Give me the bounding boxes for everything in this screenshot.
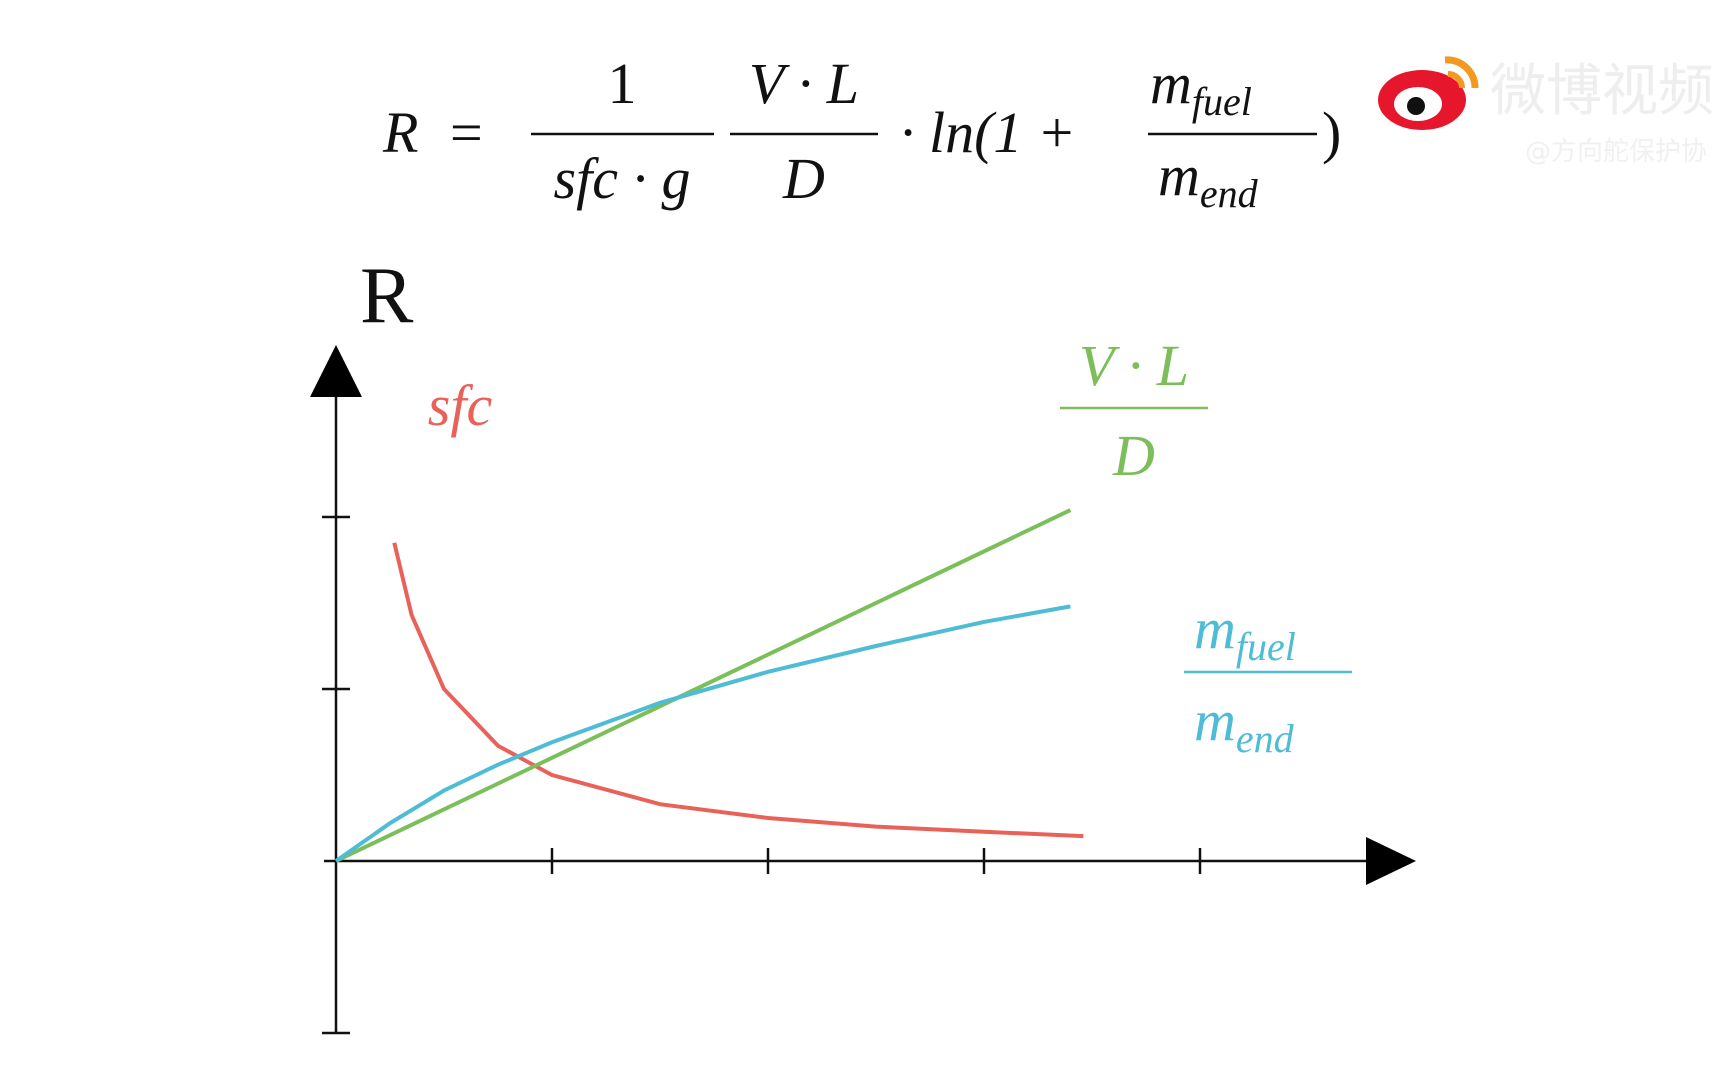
weibo-logo bbox=[1378, 56, 1479, 130]
label-text: mfuel bbox=[1194, 596, 1296, 669]
base: m bbox=[1158, 143, 1200, 208]
curve bbox=[392, 542, 1084, 839]
formula: R = 1 sfc · g V · L D · ln(1 + mfuel men… bbox=[382, 51, 1341, 216]
base: m bbox=[1194, 688, 1236, 753]
curve bbox=[335, 508, 1072, 863]
y-axis-arrow bbox=[310, 345, 362, 397]
y-axis-label: R bbox=[360, 252, 414, 340]
subscript: fuel bbox=[1192, 79, 1252, 124]
fraction-den: sfc · g bbox=[554, 146, 691, 211]
watermark-brand: 微博视频 bbox=[1490, 59, 1714, 124]
formula-lhs: R bbox=[382, 100, 418, 165]
x-axis-arrow bbox=[1366, 837, 1416, 885]
subscript: end bbox=[1236, 716, 1295, 761]
label-text: D bbox=[1112, 423, 1155, 488]
base: m bbox=[1150, 51, 1192, 116]
curve-label: V · L D bbox=[1060, 333, 1208, 488]
fraction-den: D bbox=[782, 146, 825, 211]
subscript: fuel bbox=[1236, 624, 1296, 669]
formula-close: ) bbox=[1322, 100, 1341, 165]
fraction-num: V · L bbox=[749, 51, 859, 116]
label-text: V · L bbox=[1079, 333, 1189, 398]
formula-mid: · ln(1 + bbox=[900, 100, 1076, 165]
formula-equals: = bbox=[450, 100, 483, 165]
label-text: mend bbox=[1194, 688, 1295, 761]
curve-label: sfc bbox=[428, 373, 493, 438]
fraction-num: 1 bbox=[608, 51, 637, 116]
watermark-handle: @方向舵保护协 bbox=[1525, 137, 1707, 167]
base: m bbox=[1194, 596, 1236, 661]
subscript: end bbox=[1200, 171, 1259, 216]
fraction-num: mfuel bbox=[1150, 51, 1252, 124]
label-text: sfc bbox=[428, 373, 493, 438]
fraction-den: mend bbox=[1158, 143, 1259, 216]
curve bbox=[334, 604, 1071, 863]
